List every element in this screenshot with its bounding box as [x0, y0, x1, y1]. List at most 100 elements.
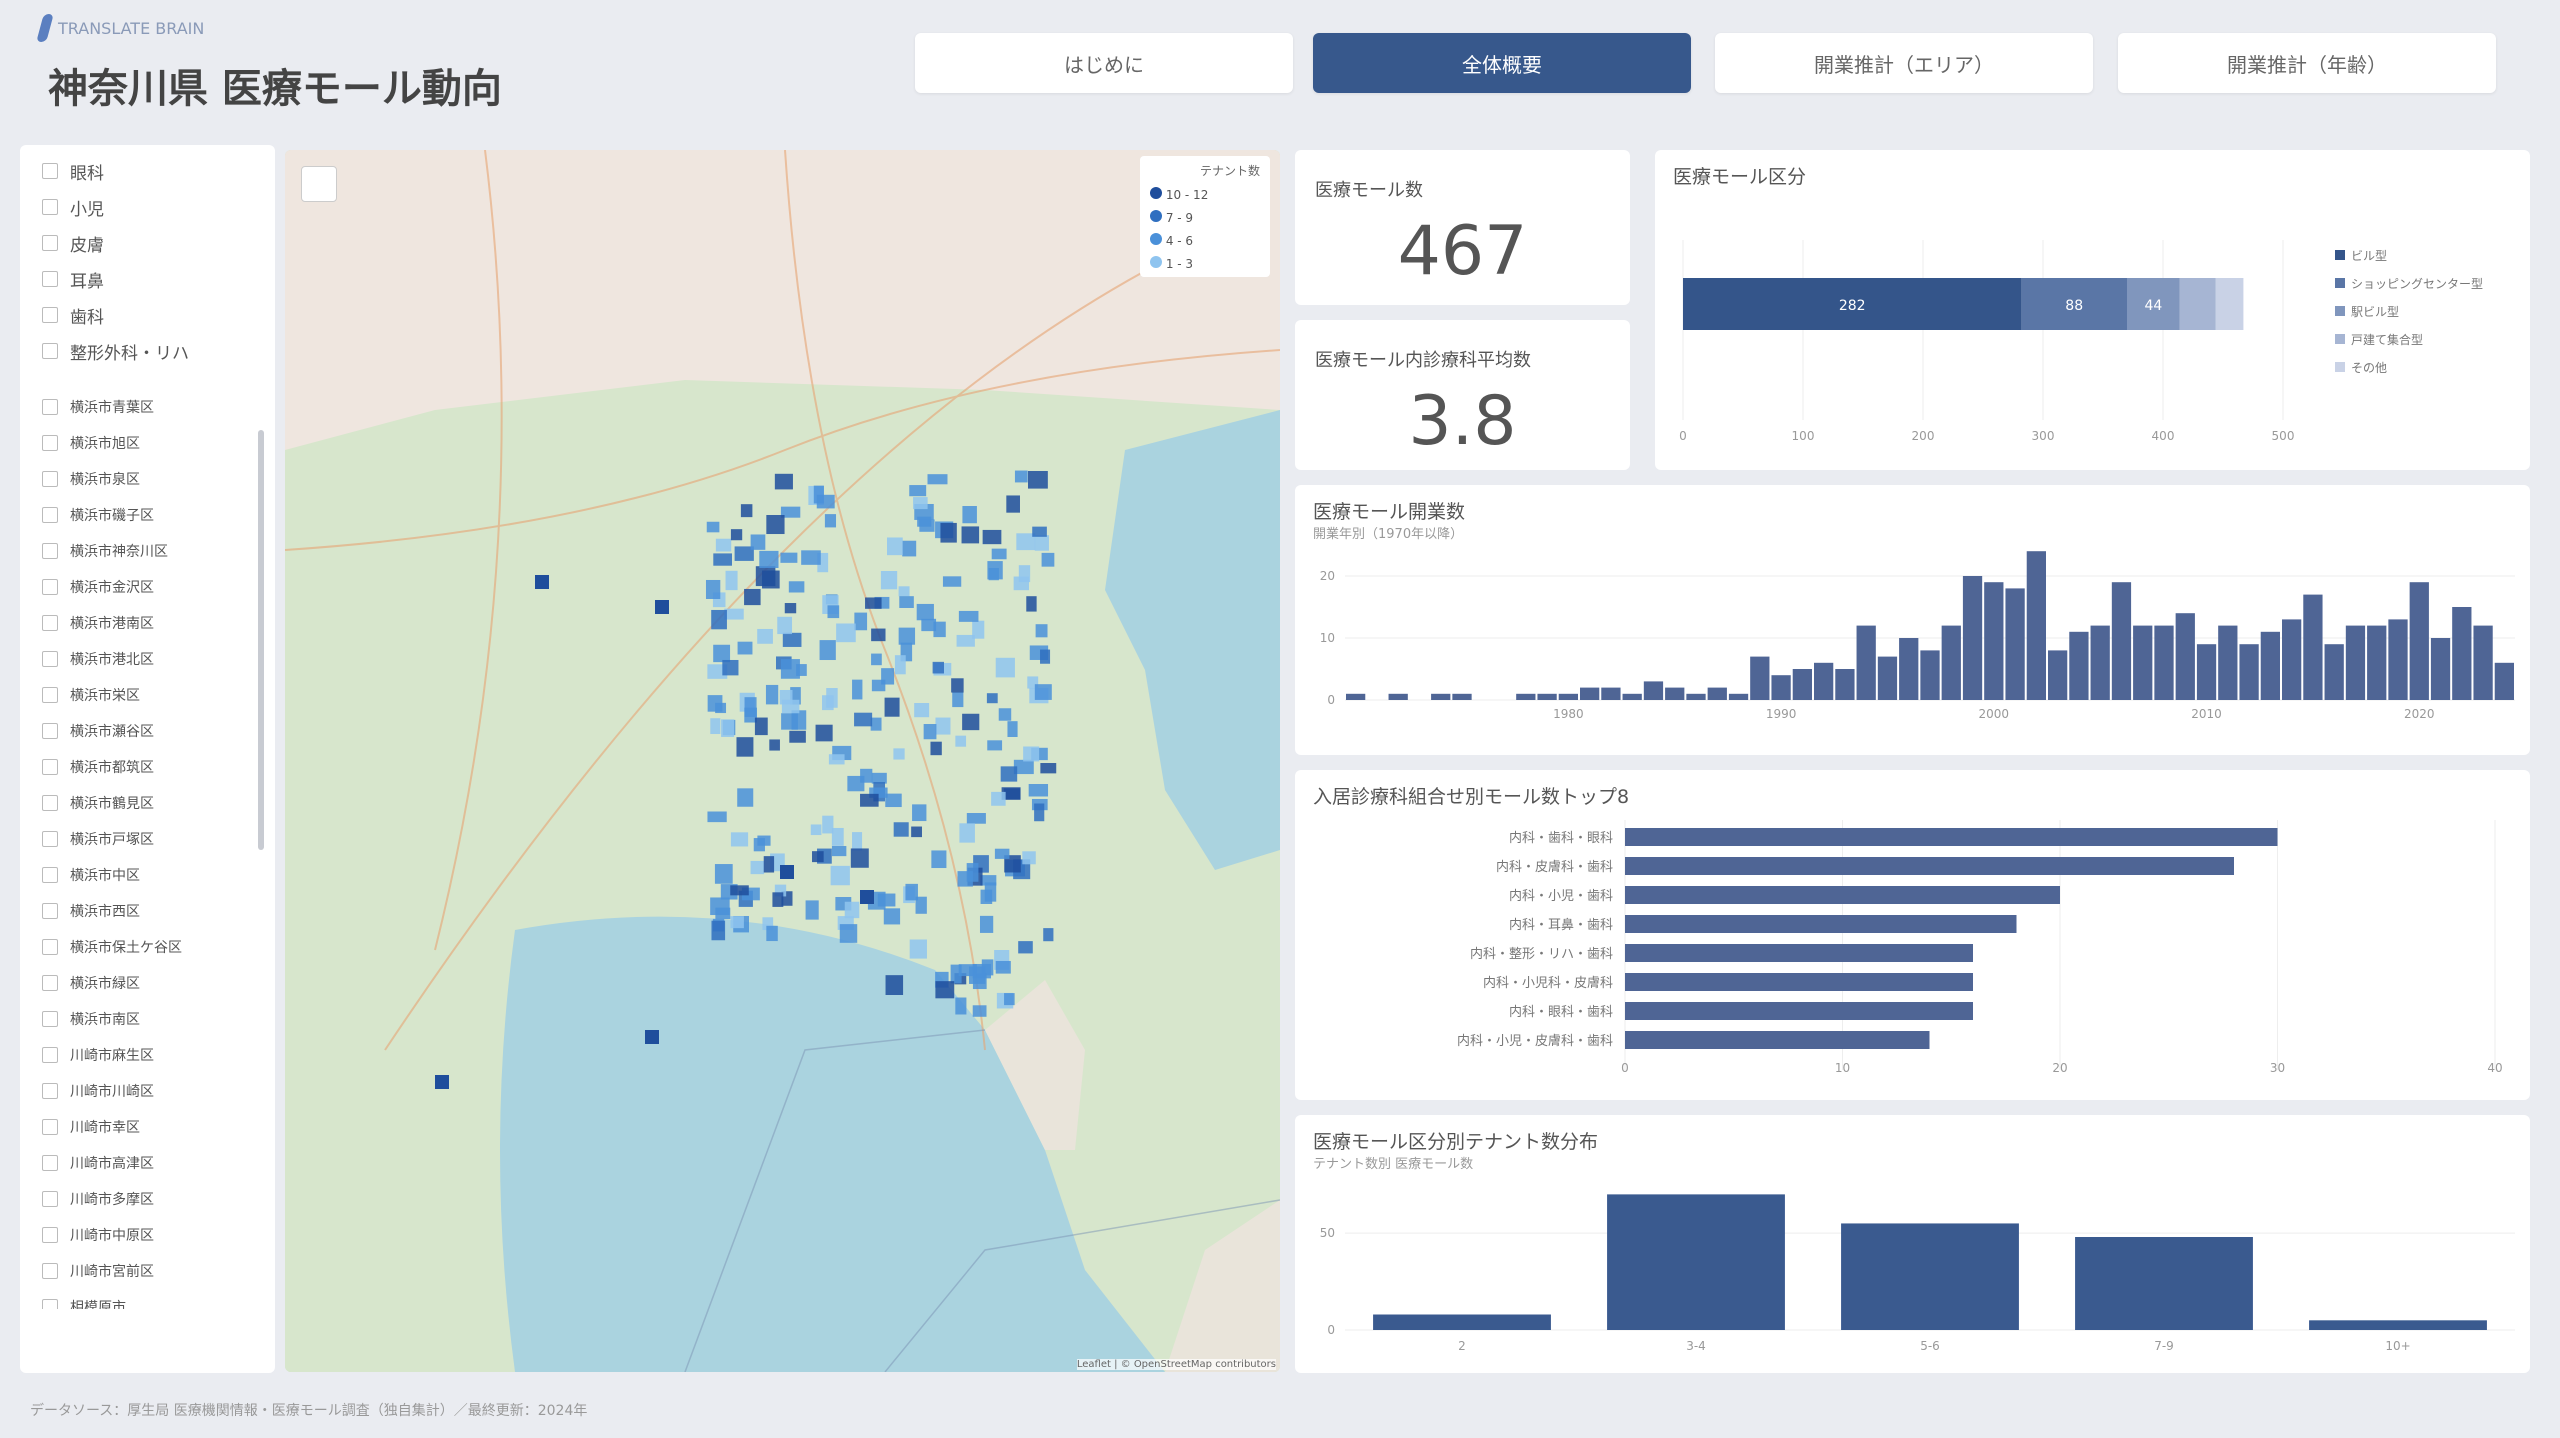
- checkbox[interactable]: [42, 235, 58, 251]
- mall-marker: [836, 623, 856, 643]
- checkbox-label: 横浜市旭区: [70, 436, 140, 452]
- checkbox[interactable]: [42, 399, 58, 415]
- area-filter-item[interactable]: 横浜市瀬谷区: [20, 713, 275, 749]
- checkbox[interactable]: [42, 163, 58, 179]
- mall-marker: [966, 863, 979, 882]
- checkbox[interactable]: [42, 759, 58, 775]
- tab-overview[interactable]: 全体概要: [1313, 33, 1691, 93]
- legend-label: ショッピングセンター型: [2351, 277, 2483, 291]
- checkbox[interactable]: [42, 579, 58, 595]
- checkbox[interactable]: [42, 831, 58, 847]
- checkbox[interactable]: [42, 795, 58, 811]
- area-filter-item[interactable]: 横浜市旭区: [20, 425, 275, 461]
- mall-marker: [730, 832, 749, 847]
- type-filter-item[interactable]: 眼科: [20, 153, 275, 189]
- mall-marker: [655, 600, 669, 614]
- mall-marker: [874, 596, 890, 609]
- map[interactable]: テナント数 10 - 12 7 - 9 4 - 6 1 - 3 Leaflet …: [285, 150, 1280, 1372]
- mall-marker: [714, 864, 733, 884]
- filter-sidebar: 眼科 小児 皮膚 耳鼻 歯科整形外科・リハ 横浜市青葉区横浜市旭区横浜市泉区 横浜市磯子区…: [20, 145, 275, 1373]
- area-filter-item[interactable]: 横浜市泉区: [20, 461, 275, 497]
- mall-marker: [1014, 470, 1028, 483]
- checkbox[interactable]: [42, 975, 58, 991]
- checkbox[interactable]: [42, 1191, 58, 1207]
- checkbox[interactable]: [42, 507, 58, 523]
- area-filter-item[interactable]: 横浜市青葉区: [20, 389, 275, 425]
- tenant-bar: [1841, 1223, 2019, 1330]
- area-filter-item[interactable]: 横浜市港北区: [20, 641, 275, 677]
- area-filter-item[interactable]: 川崎市中原区: [20, 1217, 275, 1253]
- checkbox[interactable]: [42, 903, 58, 919]
- checkbox[interactable]: [42, 1299, 58, 1309]
- type-filter-item[interactable]: 整形外科・リハ: [20, 333, 275, 369]
- area-filter-item[interactable]: 横浜市栄区: [20, 677, 275, 713]
- checkbox[interactable]: [42, 343, 58, 359]
- checkbox[interactable]: [42, 199, 58, 215]
- checkbox[interactable]: [42, 1263, 58, 1279]
- type-filter-item[interactable]: 耳鼻: [20, 261, 275, 297]
- checkbox[interactable]: [42, 1047, 58, 1063]
- area-filter-item[interactable]: 横浜市金沢区: [20, 569, 275, 605]
- checkbox[interactable]: [42, 939, 58, 955]
- map-canvas[interactable]: [285, 150, 1280, 1372]
- tab-age-estimate[interactable]: 開業推計（年齢）: [2118, 33, 2496, 93]
- area-filter-item[interactable]: 横浜市南区: [20, 1001, 275, 1037]
- area-filter-item[interactable]: 横浜市緑区: [20, 965, 275, 1001]
- area-filter-item[interactable]: 川崎市麻生区: [20, 1037, 275, 1073]
- area-filter-item[interactable]: 横浜市磯子区: [20, 497, 275, 533]
- mall-marker: [995, 657, 1015, 678]
- area-filter-item[interactable]: 横浜市保土ケ谷区: [20, 929, 275, 965]
- checkbox-label: 横浜市保土ケ谷区: [70, 940, 182, 956]
- area-filter-item[interactable]: 横浜市神奈川区: [20, 533, 275, 569]
- mall-marker: [962, 713, 980, 731]
- checkbox[interactable]: [42, 307, 58, 323]
- area-filter-item[interactable]: 横浜市戸塚区: [20, 821, 275, 857]
- map-attribution[interactable]: Leaflet | © OpenStreetMap contributors: [1076, 1359, 1276, 1370]
- checkbox[interactable]: [42, 867, 58, 883]
- type-filter-item[interactable]: 小児: [20, 189, 275, 225]
- checkbox[interactable]: [42, 1155, 58, 1171]
- checkbox[interactable]: [42, 687, 58, 703]
- area-filter-item[interactable]: 川崎市高津区: [20, 1145, 275, 1181]
- area-filter-item[interactable]: 川崎市宮前区: [20, 1253, 275, 1289]
- checkbox[interactable]: [42, 615, 58, 631]
- checkbox[interactable]: [42, 471, 58, 487]
- checkbox[interactable]: [42, 271, 58, 287]
- tab-area-estimate[interactable]: 開業推計（エリア）: [1715, 33, 2093, 93]
- checkbox[interactable]: [42, 1083, 58, 1099]
- checkbox[interactable]: [42, 651, 58, 667]
- category-label: 内科・皮膚科・歯科: [1496, 859, 1613, 875]
- year-bar: [2239, 644, 2259, 700]
- mall-marker: [986, 693, 998, 704]
- legend-label: 7 - 9: [1165, 211, 1194, 225]
- checkbox[interactable]: [42, 1011, 58, 1027]
- mall-marker: [869, 787, 888, 798]
- map-zoom-control[interactable]: [301, 166, 337, 202]
- mall-marker: [980, 875, 997, 886]
- area-filter-item[interactable]: 横浜市都筑区: [20, 749, 275, 785]
- area-filter-item[interactable]: 川崎市幸区: [20, 1109, 275, 1145]
- area-filter-item[interactable]: 横浜市鶴見区: [20, 785, 275, 821]
- type-filter-item[interactable]: 皮膚: [20, 225, 275, 261]
- sidebar-scrollbar[interactable]: [258, 430, 264, 850]
- tenant-dist-chart: 医療モール区分別テナント数分布 テナント数別 医療モール数 0 50 2 3-4 5-6…: [1295, 1115, 2530, 1373]
- checkbox[interactable]: [42, 543, 58, 559]
- area-filter-item[interactable]: 川崎市川崎区: [20, 1073, 275, 1109]
- area-filter-item[interactable]: 横浜市港南区: [20, 605, 275, 641]
- area-filter-item[interactable]: 相模原市: [20, 1289, 275, 1309]
- area-filter-item[interactable]: 横浜市中区: [20, 857, 275, 893]
- area-filter-item[interactable]: 川崎市多摩区: [20, 1181, 275, 1217]
- x-tick-label: 10+: [2385, 1339, 2410, 1353]
- checkbox-label: 整形外科・リハ: [70, 343, 189, 364]
- checkbox[interactable]: [42, 1227, 58, 1243]
- type-filter-item[interactable]: 歯科: [20, 297, 275, 333]
- area-filter-item[interactable]: 横浜市西区: [20, 893, 275, 929]
- checkbox[interactable]: [42, 723, 58, 739]
- mall-marker: [781, 891, 793, 906]
- tab-intro[interactable]: はじめに: [915, 33, 1293, 93]
- checkbox[interactable]: [42, 435, 58, 451]
- checkbox[interactable]: [42, 1119, 58, 1135]
- legend-dot-icon: [1150, 233, 1162, 245]
- stack-segment: [2179, 278, 2216, 330]
- checkbox-label: 川崎市宮前区: [70, 1264, 154, 1280]
